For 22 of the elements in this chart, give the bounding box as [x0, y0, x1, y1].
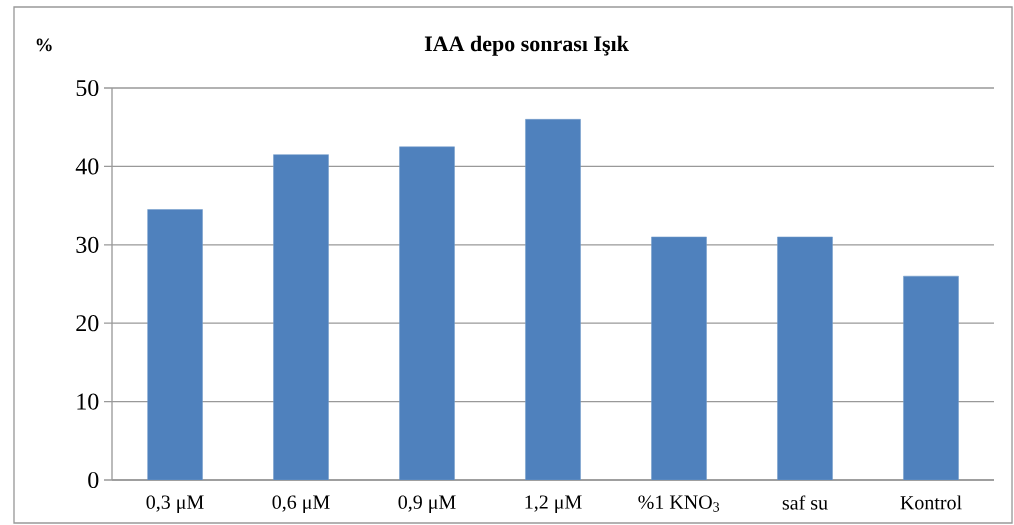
x-tick-label: %1 KNO$_{3}$: [638, 495, 720, 512]
x-tick-label: 0,3 μM: [146, 495, 204, 513]
y-axis-title: %: [36, 38, 52, 52]
x-tick-label: 0,6 μM: [272, 495, 330, 513]
x-tick-label: 1,2 μM: [525, 495, 582, 513]
bar: [777, 236, 833, 480]
y-tick-label: 20: [76, 315, 99, 332]
bar: [399, 146, 455, 480]
bar: [903, 275, 959, 480]
y-tick-label: 10: [77, 393, 99, 410]
y-tick-label: 50: [76, 79, 99, 97]
x-tick-label: Kontrol: [900, 495, 962, 510]
x-tick-label: 0,9 μM: [398, 495, 456, 513]
y-tick-label: 40: [75, 158, 99, 175]
bar: [147, 209, 203, 480]
bar: [651, 236, 707, 480]
bar: [525, 119, 581, 480]
y-tick-label: 0: [88, 471, 99, 489]
chart-title: IAA depo sonrası Işık: [424, 35, 629, 56]
y-tick-label: 30: [76, 236, 99, 253]
x-tick-label: saf su: [782, 495, 828, 510]
bar: [273, 154, 329, 480]
